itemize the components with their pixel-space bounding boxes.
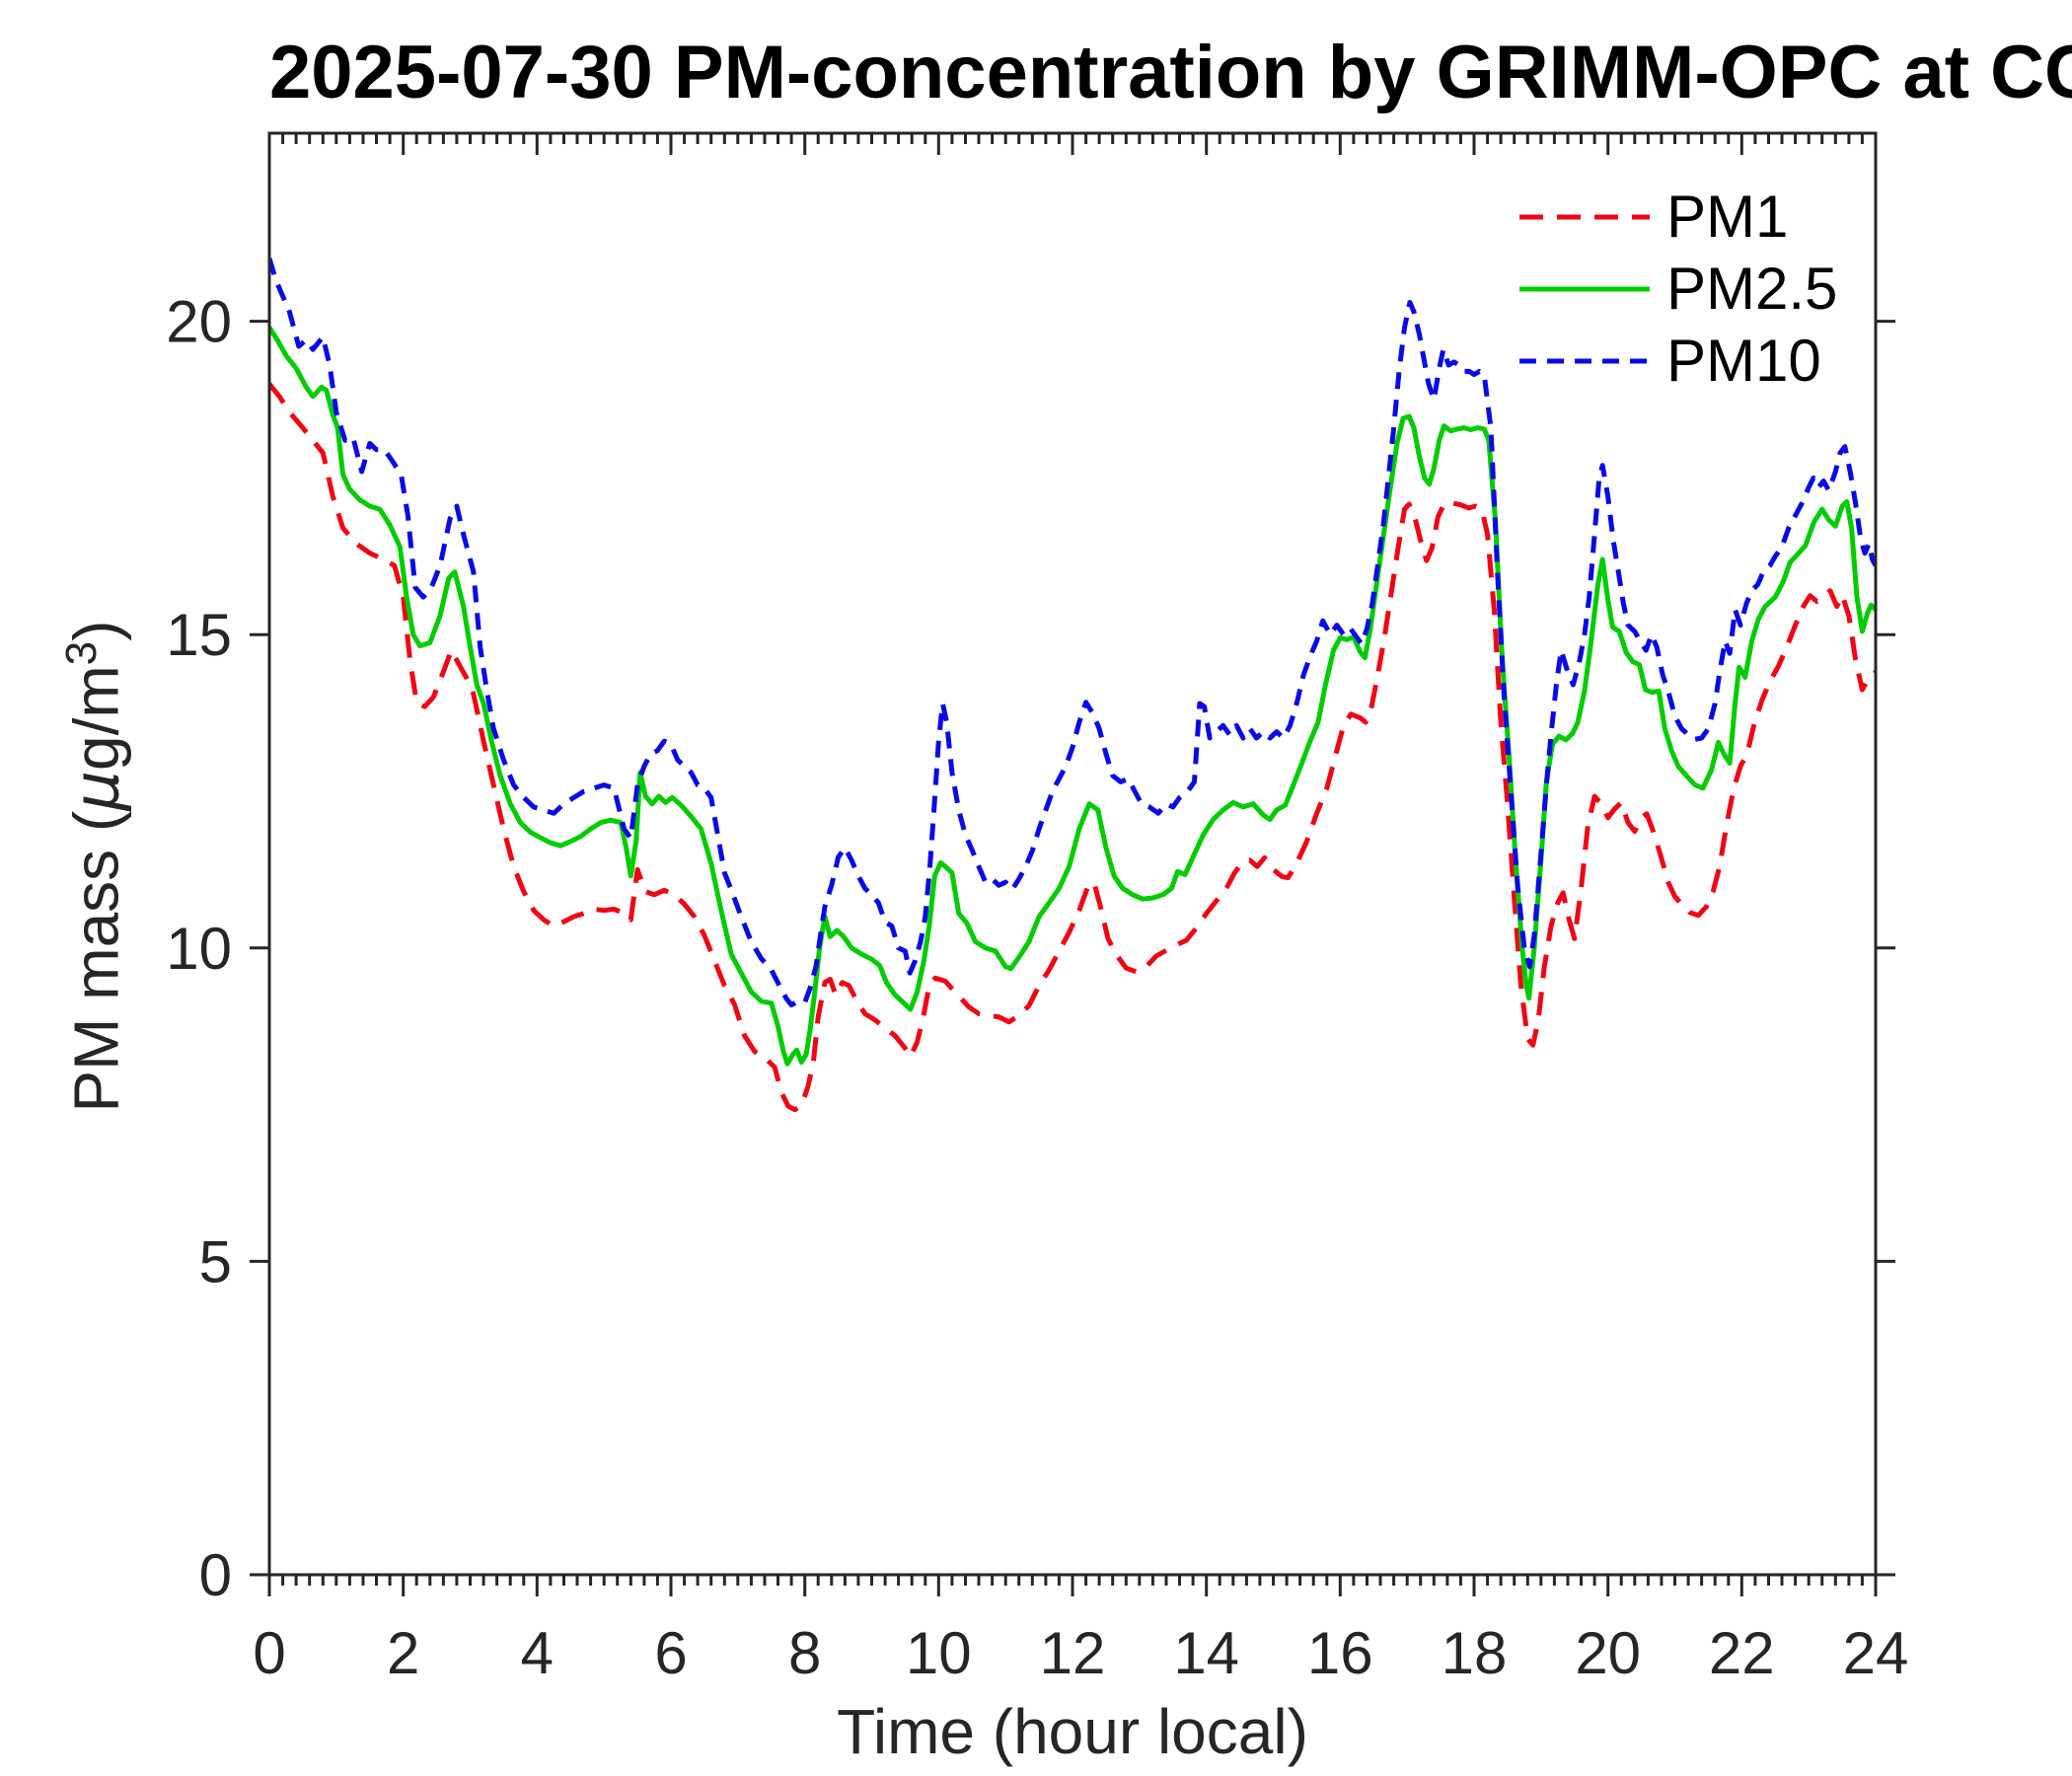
pm10-line-sample [1519, 358, 1650, 363]
x-tick-label: 10 [906, 1620, 972, 1686]
x-tick-label: 16 [1307, 1620, 1373, 1686]
plot-series [269, 258, 1876, 1113]
x-tick-label: 2 [387, 1620, 419, 1686]
legend-item-pm1: PM1 [1519, 181, 1837, 253]
x-tick-label: 6 [654, 1620, 687, 1686]
legend: PM1 PM2.5 PM10 [1519, 181, 1837, 397]
series-pm1 [269, 382, 1876, 1113]
pm1-line-sample [1519, 214, 1650, 219]
y-tick-label: 0 [199, 1542, 232, 1608]
y-tick-label: 15 [166, 602, 232, 668]
y-axis-label: PM mass (μg/m3) [57, 126, 136, 1606]
y-tick-label: 10 [166, 916, 232, 982]
y-axis-label-units: g/m [60, 665, 132, 771]
x-tick-label: 24 [1843, 1620, 1909, 1686]
x-tick-label: 20 [1575, 1620, 1641, 1686]
chart-title: 2025-07-30 PM-concentration by GRIMM-OPC… [269, 31, 2072, 114]
mu-symbol: μ [60, 771, 134, 811]
x-tick-label: 4 [521, 1620, 554, 1686]
x-tick-label: 14 [1173, 1620, 1239, 1686]
legend-label-pm25: PM2.5 [1666, 255, 1838, 322]
x-axis-label: Time (hour local) [837, 1696, 1308, 1767]
x-tick-label: 18 [1442, 1620, 1508, 1686]
pm25-line-sample [1519, 286, 1650, 291]
x-tick-label: 0 [253, 1620, 285, 1686]
legend-item-pm25: PM2.5 [1519, 253, 1837, 325]
y-axis-label-close: ) [60, 620, 132, 641]
y-tick-label: 5 [199, 1228, 232, 1295]
x-tick-label: 12 [1040, 1620, 1106, 1686]
series-pm10 [269, 258, 1876, 1008]
x-tick-label: 22 [1709, 1620, 1775, 1686]
legend-item-pm10: PM10 [1519, 325, 1837, 397]
y-axis-label-sup: 3 [57, 640, 106, 666]
tick-marks [250, 133, 1895, 1596]
y-axis-label-text: PM mass ( [60, 810, 132, 1113]
x-tick-label: 8 [788, 1620, 821, 1686]
legend-label-pm1: PM1 [1666, 183, 1789, 250]
series-pm25 [269, 326, 1876, 1067]
y-tick-label: 20 [166, 289, 232, 355]
legend-label-pm10: PM10 [1666, 327, 1821, 394]
